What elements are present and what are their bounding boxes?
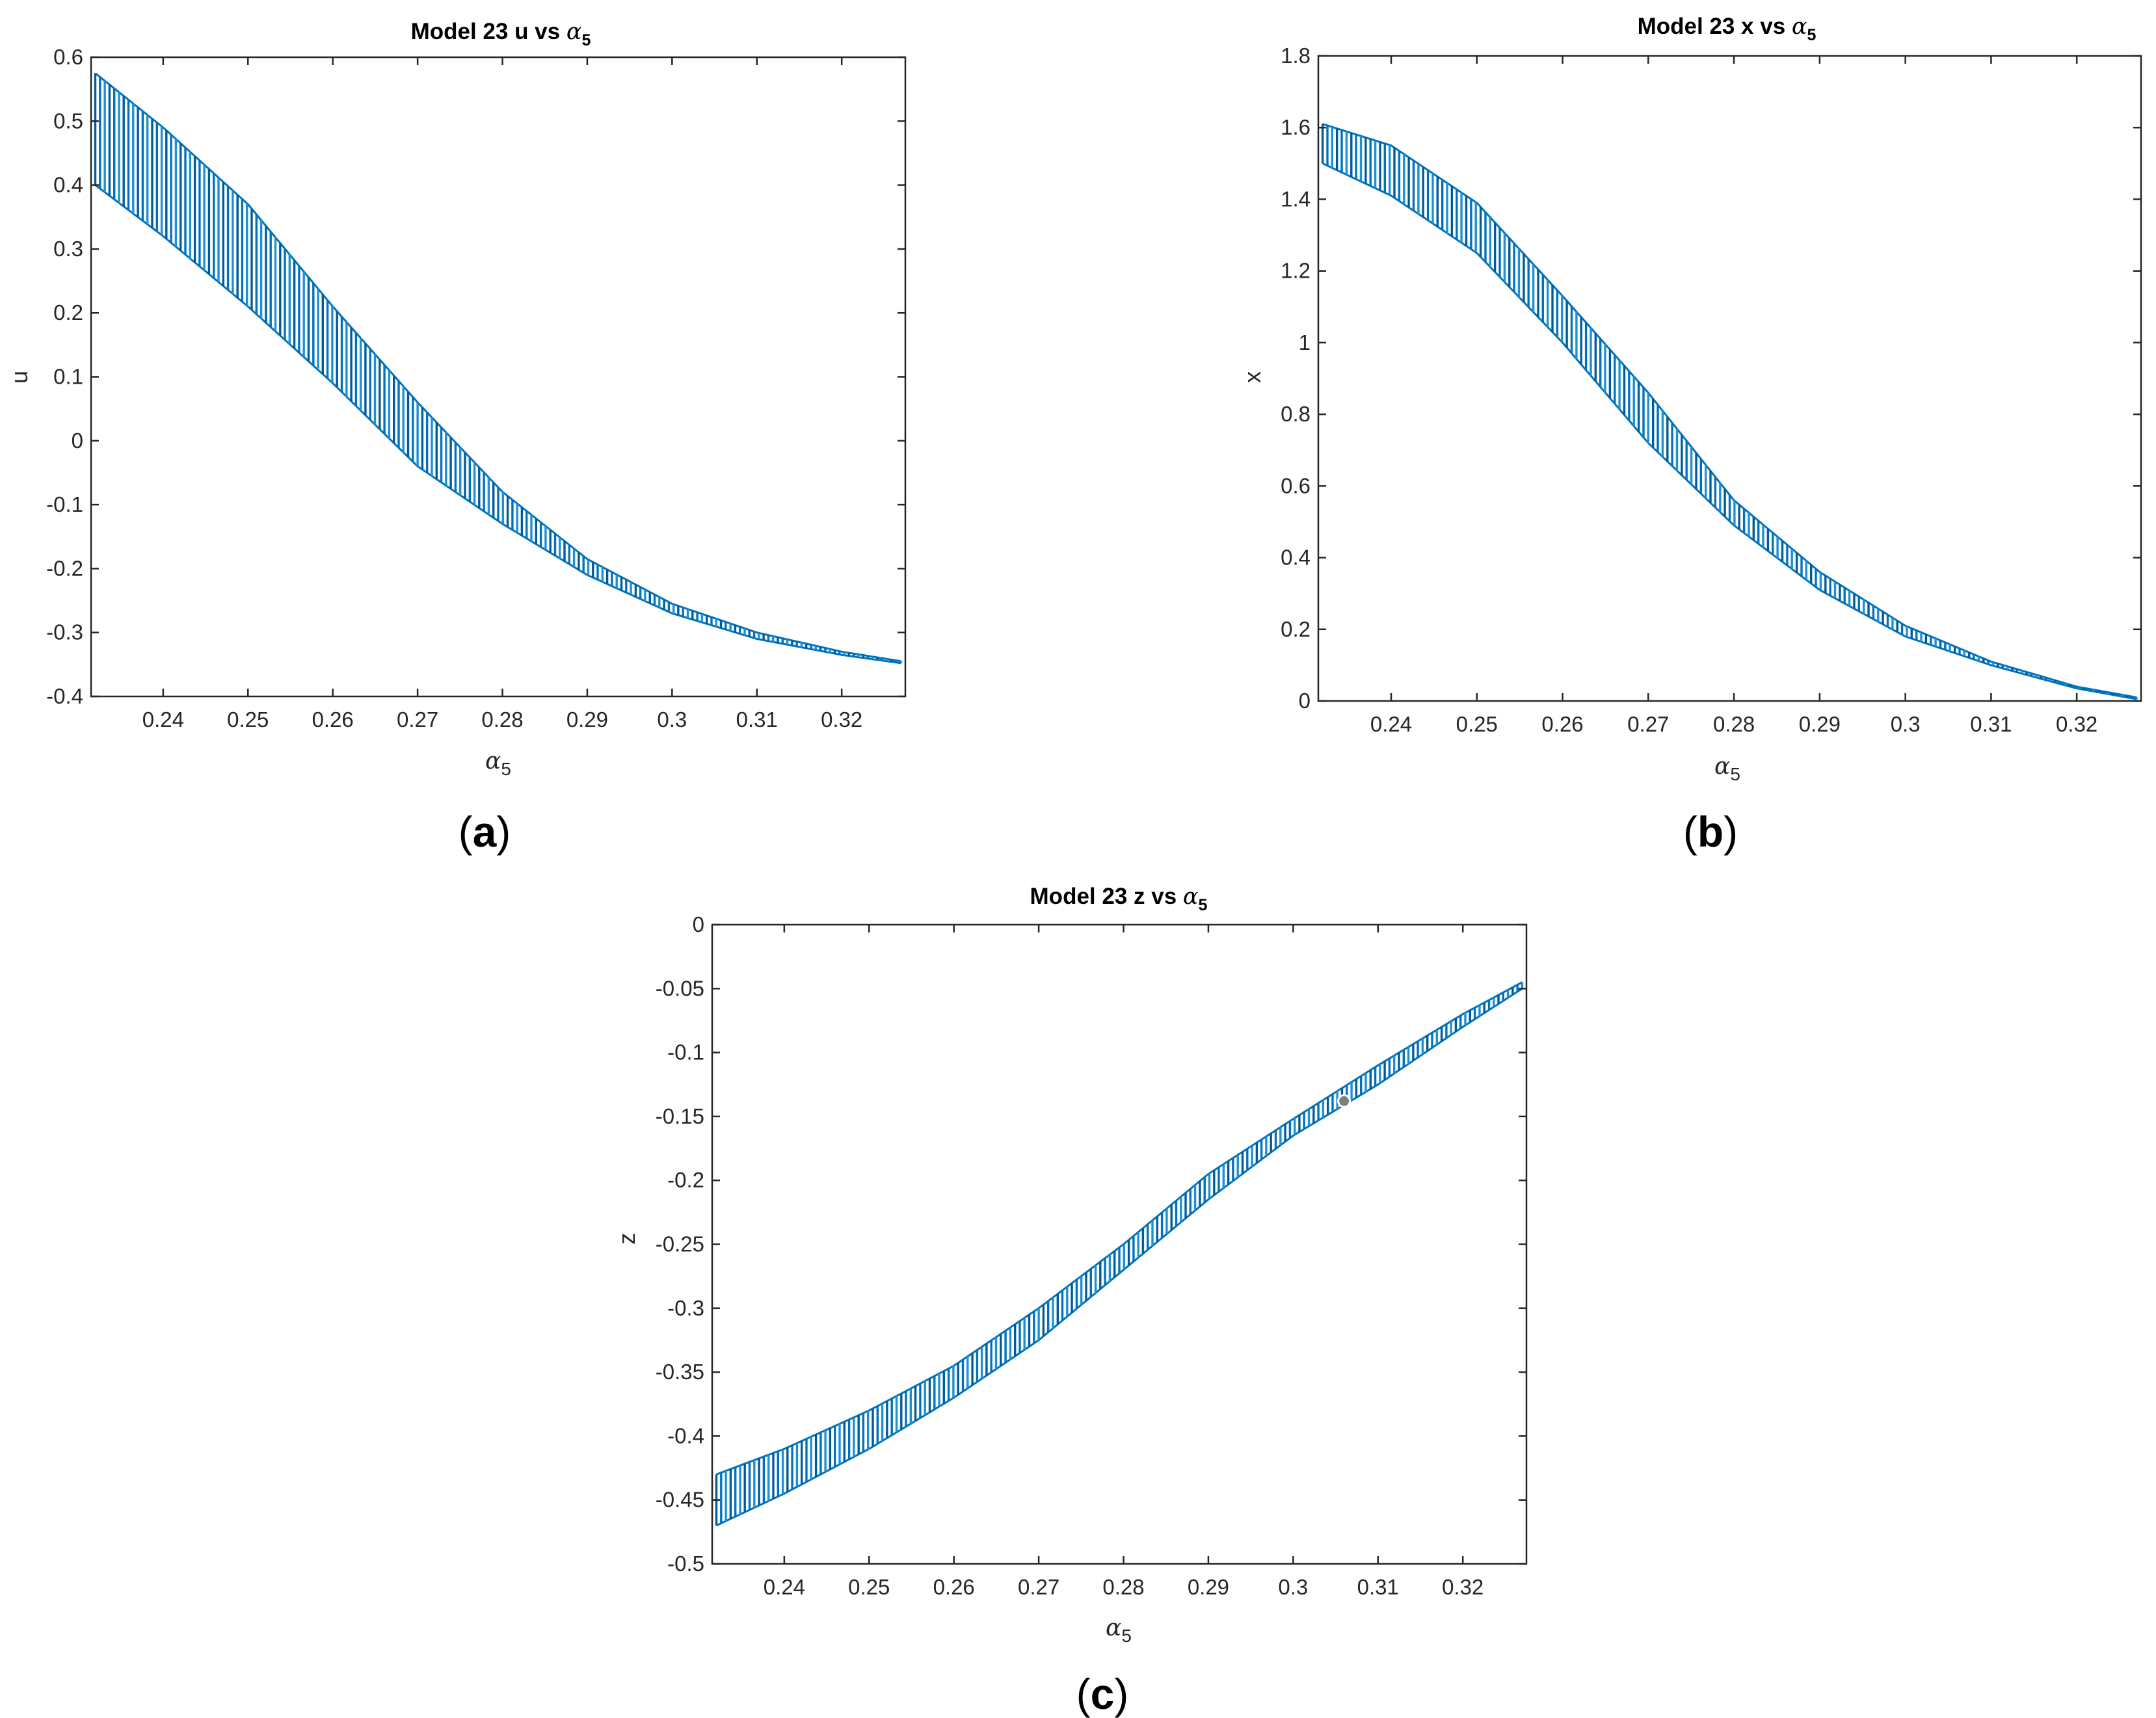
chart-b-xtick-label: 0.31 bbox=[1970, 712, 2012, 736]
chart-b-ytick-label: 1.2 bbox=[1281, 259, 1311, 283]
chart-panel-b: Model 23 x vs α5 0.24 0.25 0.26 0.27 0.28 0.2… bbox=[1239, 14, 2142, 856]
chart-c-title: Model 23 z vs α5 bbox=[1030, 884, 1208, 914]
chart-c-ylabel: z bbox=[613, 1233, 640, 1245]
chart-a-plot-area bbox=[90, 56, 907, 698]
chart-b-xtick-label: 0.3 bbox=[1891, 712, 1921, 736]
chart-c-ytick-label: -0.4 bbox=[667, 1423, 704, 1447]
chart-b-xtick-label: 0.28 bbox=[1713, 712, 1755, 736]
chart-c-ytick-label: -0.25 bbox=[656, 1232, 704, 1256]
chart-a-xtick-label: 0.25 bbox=[227, 707, 269, 732]
chart-b-ytick-label: 0.6 bbox=[1281, 473, 1311, 497]
chart-a-series-upper-edge bbox=[94, 72, 901, 663]
chart-b-xtick-label: 0.25 bbox=[1456, 712, 1498, 736]
chart-a-xtick-label: 0.24 bbox=[142, 707, 184, 732]
chart-c-ytick-label: -0.2 bbox=[667, 1168, 704, 1192]
chart-a-ytick-label: 0.6 bbox=[53, 45, 83, 69]
chart-a-ytick-label: 0.1 bbox=[53, 365, 83, 389]
chart-c-ytick-label: 0 bbox=[693, 912, 704, 936]
chart-c-ytick-label: -0.05 bbox=[656, 976, 704, 1000]
chart-b-plot-area bbox=[1317, 55, 2142, 702]
chart-a-ytick-label: 0.5 bbox=[53, 109, 83, 133]
chart-a-xtick-label: 0.29 bbox=[566, 707, 608, 732]
chart-c-ytick-label: -0.5 bbox=[667, 1552, 704, 1576]
chart-b-xtick-label: 0.32 bbox=[2056, 712, 2097, 736]
chart-c-ytick-label: -0.35 bbox=[656, 1360, 704, 1384]
chart-c-ytick-label: -0.45 bbox=[656, 1488, 704, 1512]
chart-b-ytick-label: 0 bbox=[1299, 689, 1311, 713]
chart-b-series-upper-edge bbox=[1322, 123, 2137, 698]
chart-b-xtick-label: 0.29 bbox=[1799, 712, 1841, 736]
chart-b-xtick-label: 0.27 bbox=[1627, 712, 1669, 736]
chart-c-marks bbox=[715, 981, 1524, 1527]
chart-c-xtick-label: 0.25 bbox=[848, 1575, 890, 1599]
chart-a-ytick-label: -0.3 bbox=[46, 620, 83, 644]
chart-b-ytick-label: 0.8 bbox=[1281, 402, 1311, 426]
chart-a-ytick-label: -0.1 bbox=[46, 492, 83, 516]
chart-b-xtick-label: 0.26 bbox=[1541, 712, 1583, 736]
chart-a-xlabel: α5 bbox=[485, 748, 511, 779]
chart-c-plot-area bbox=[711, 923, 1528, 1565]
chart-b-ytick-label: 1.6 bbox=[1281, 115, 1311, 139]
chart-c-ytick-label: -0.15 bbox=[656, 1104, 704, 1128]
chart-b-ytick-label: 1.4 bbox=[1281, 187, 1311, 211]
chart-c-xtick-label: 0.28 bbox=[1102, 1575, 1144, 1599]
chart-a-ytick-label: 0 bbox=[72, 429, 83, 453]
chart-c-xtick-label: 0.24 bbox=[764, 1575, 805, 1599]
chart-panel-a: Model 23 u vs α5 0.24 0.25 0.26 0.27 0.28 0.2… bbox=[6, 19, 907, 856]
chart-a-ytick-label: -0.2 bbox=[46, 556, 83, 580]
chart-panel-c: Model 23 z vs α5 0.24 0.25 0.26 0.27 0.28 0.2… bbox=[613, 884, 1528, 1718]
chart-b-ylabel: x bbox=[1239, 371, 1266, 383]
chart-b-xtick-label: 0.24 bbox=[1370, 712, 1412, 736]
panel-label-b: (b) bbox=[1683, 808, 1738, 856]
chart-a-xtick-label: 0.31 bbox=[736, 707, 778, 732]
chart-a-xtick-label: 0.26 bbox=[312, 707, 354, 732]
chart-a-ytick-label: 0.3 bbox=[53, 237, 83, 261]
chart-b-xlabel: α5 bbox=[1714, 753, 1740, 784]
chart-a-ytick-label: 0.4 bbox=[53, 173, 83, 197]
chart-a-xtick-label: 0.32 bbox=[821, 707, 862, 732]
chart-b-marks bbox=[1321, 123, 2138, 700]
chart-a-marks bbox=[94, 72, 903, 665]
chart-c-xtick-label: 0.32 bbox=[1442, 1575, 1484, 1599]
chart-a-ytick-label: 0.2 bbox=[53, 300, 83, 324]
chart-a-xtick-label: 0.27 bbox=[397, 707, 438, 732]
chart-a-xtick-label: 0.3 bbox=[657, 707, 687, 732]
chart-c-series-lower-edge bbox=[715, 988, 1523, 1527]
chart-b-ytick-label: 0.2 bbox=[1281, 617, 1311, 641]
chart-a-axes: 0.24 0.25 0.26 0.27 0.28 0.29 0.3 0.31 0.32 -0.4 -… bbox=[46, 45, 905, 732]
chart-c-highlight-point bbox=[1337, 1094, 1351, 1108]
chart-c-axes: 0.24 0.25 0.26 0.27 0.28 0.29 0.3 0.31 0.32 -0.5 -… bbox=[656, 912, 1526, 1599]
chart-b-title: Model 23 x vs α5 bbox=[1638, 14, 1817, 44]
chart-b-ytick-label: 0.4 bbox=[1281, 546, 1311, 570]
chart-a-ylabel: u bbox=[6, 371, 33, 384]
chart-a-ytick-label: -0.4 bbox=[46, 684, 83, 708]
chart-a-title: Model 23 u vs α5 bbox=[411, 19, 591, 49]
chart-b-ytick-label: 1 bbox=[1299, 330, 1311, 354]
chart-b-ytick-label: 1.8 bbox=[1281, 44, 1311, 68]
chart-c-xtick-label: 0.3 bbox=[1278, 1575, 1308, 1599]
chart-c-xtick-label: 0.27 bbox=[1018, 1575, 1059, 1599]
panel-label-c: (c) bbox=[1076, 1670, 1129, 1718]
panel-label-a: (a) bbox=[459, 808, 511, 856]
chart-a-xtick-label: 0.28 bbox=[481, 707, 523, 732]
chart-c-xlabel: α5 bbox=[1106, 1615, 1132, 1646]
chart-c-xtick-label: 0.29 bbox=[1188, 1575, 1229, 1599]
chart-c-xtick-label: 0.26 bbox=[933, 1575, 975, 1599]
chart-b-axes: 0.24 0.25 0.26 0.27 0.28 0.29 0.3 0.31 0.32 0 0.2 0… bbox=[1281, 44, 2141, 736]
chart-c-ytick-label: -0.1 bbox=[667, 1040, 704, 1064]
chart-c-xtick-label: 0.31 bbox=[1357, 1575, 1399, 1599]
chart-c-ytick-label: -0.3 bbox=[667, 1296, 704, 1320]
